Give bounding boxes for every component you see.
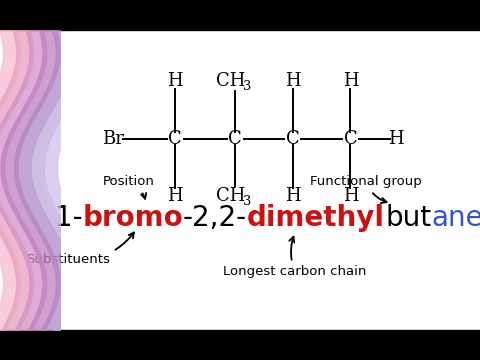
Text: C: C [168,130,182,148]
Text: dimethyl: dimethyl [247,204,385,232]
Text: Position: Position [103,175,155,199]
Text: CH: CH [216,72,245,90]
Text: C: C [344,130,357,148]
Text: H: H [343,72,358,90]
Text: 3: 3 [243,195,252,208]
Text: 1-: 1- [55,204,82,232]
Text: H: H [343,187,358,205]
Text: C: C [228,130,242,148]
Text: ane: ane [432,204,480,232]
Text: H: H [168,72,183,90]
Text: H: H [168,187,183,205]
Text: Functional group: Functional group [310,175,421,203]
Text: but: but [385,204,432,232]
Text: H: H [285,72,300,90]
Text: Substituents: Substituents [26,233,134,266]
Text: Br: Br [102,130,124,148]
Text: -2,2-: -2,2- [183,204,247,232]
Text: H: H [388,130,404,148]
Text: H: H [285,187,300,205]
Text: 3: 3 [243,80,252,93]
Text: bromo: bromo [82,204,183,232]
Text: CH: CH [216,187,245,205]
Text: Longest carbon chain: Longest carbon chain [223,237,367,278]
Text: C: C [286,130,300,148]
